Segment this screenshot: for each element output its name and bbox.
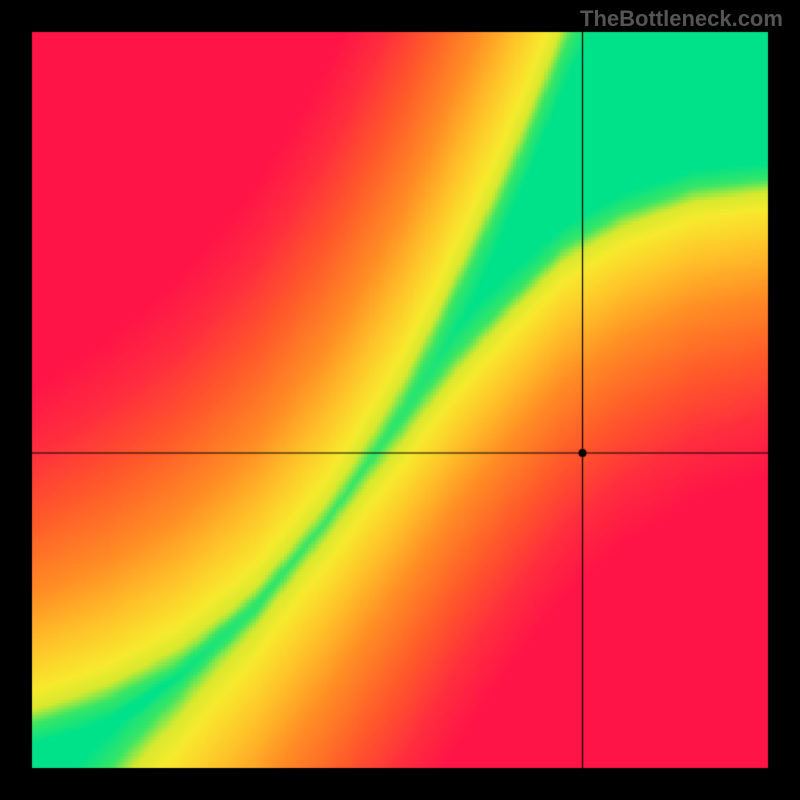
watermark-text: TheBottleneck.com <box>580 6 783 32</box>
bottleneck-heatmap <box>0 0 800 800</box>
chart-container: TheBottleneck.com <box>0 0 800 800</box>
